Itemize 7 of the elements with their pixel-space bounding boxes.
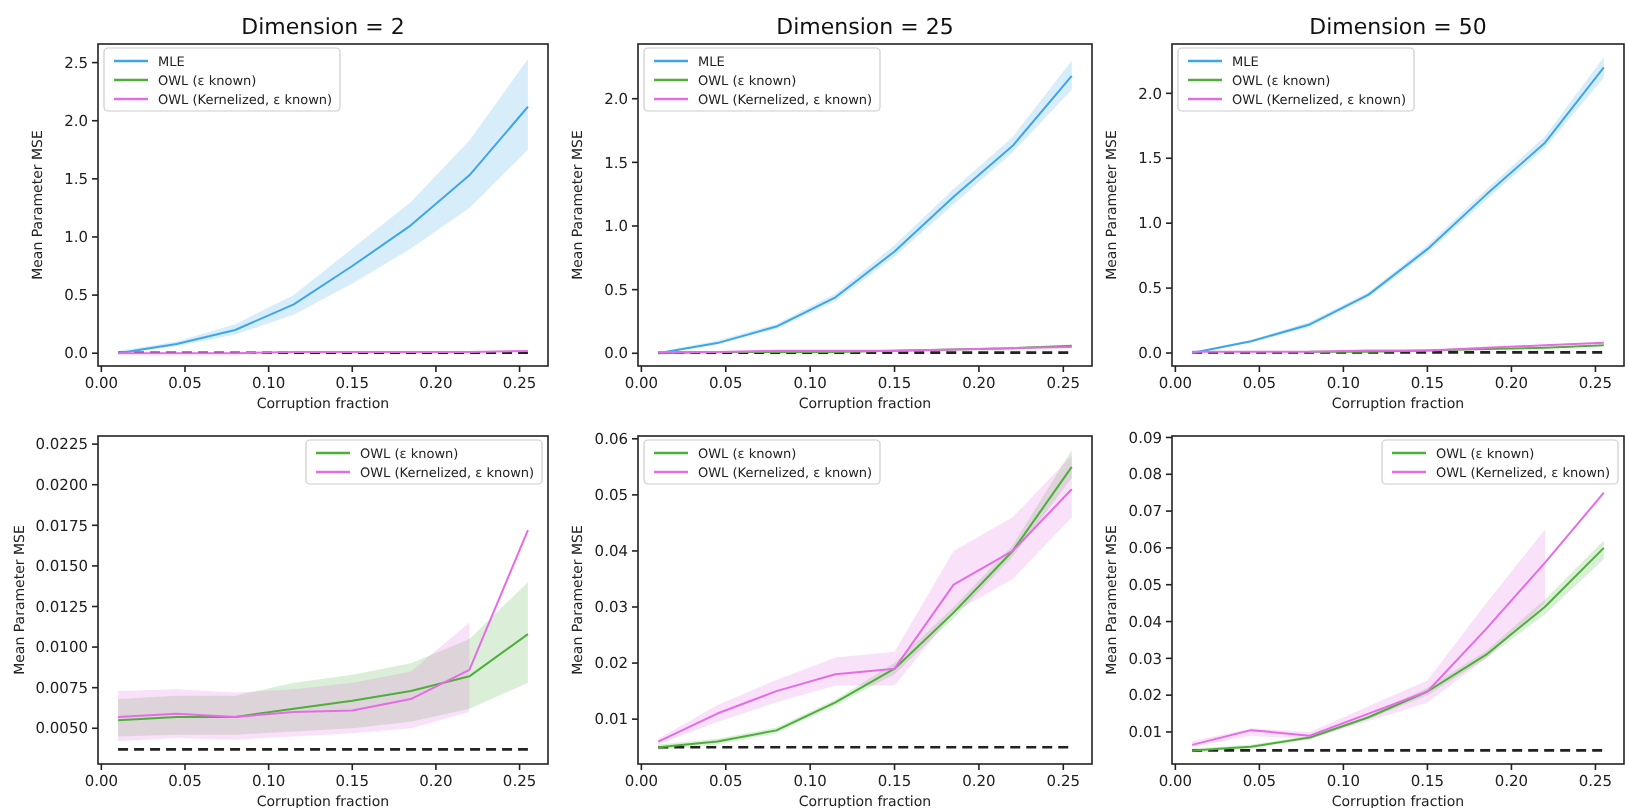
- chart-title: Dimension = 2: [241, 14, 405, 40]
- line-series: [117, 105, 529, 355]
- line-series: [117, 633, 529, 722]
- line-series: [1191, 491, 1605, 746]
- line-series: [117, 529, 529, 718]
- chart-title: Dimension = 25: [776, 14, 954, 40]
- chart-title: Dimension = 50: [1309, 14, 1487, 40]
